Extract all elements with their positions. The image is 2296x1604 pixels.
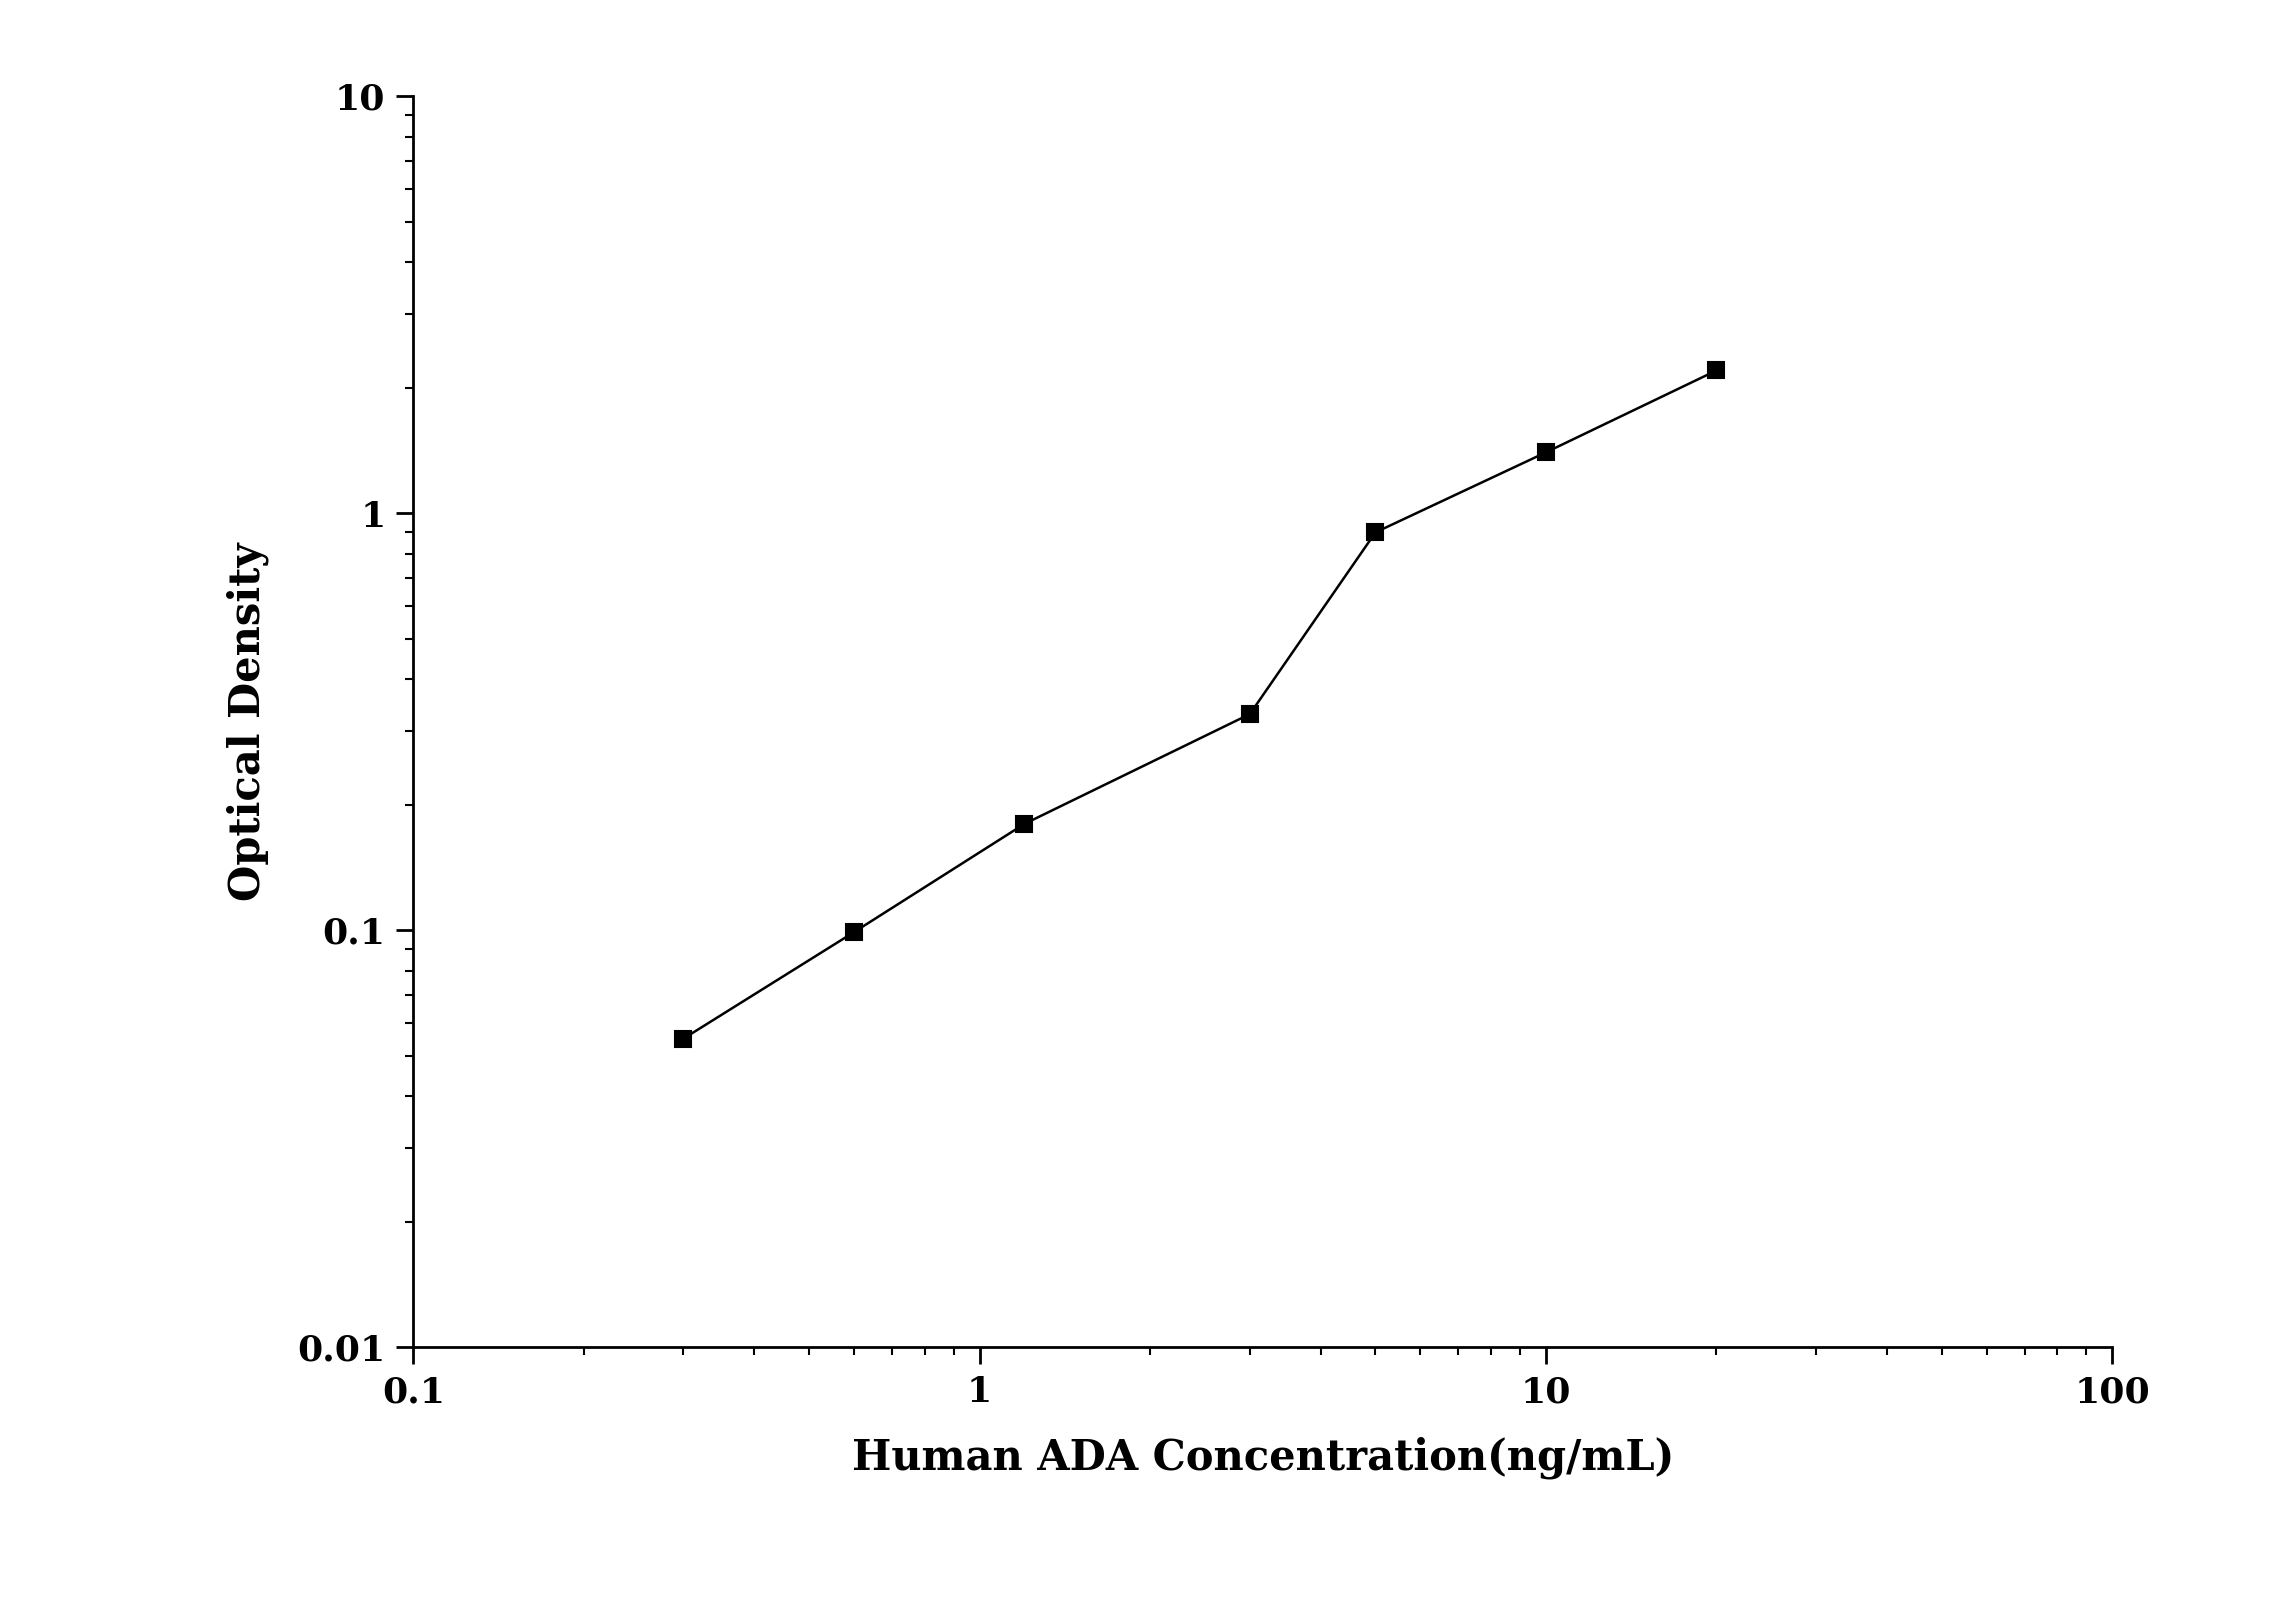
Y-axis label: Optical Density: Optical Density xyxy=(227,542,269,901)
X-axis label: Human ADA Concentration(ng/mL): Human ADA Concentration(ng/mL) xyxy=(852,1437,1674,1479)
